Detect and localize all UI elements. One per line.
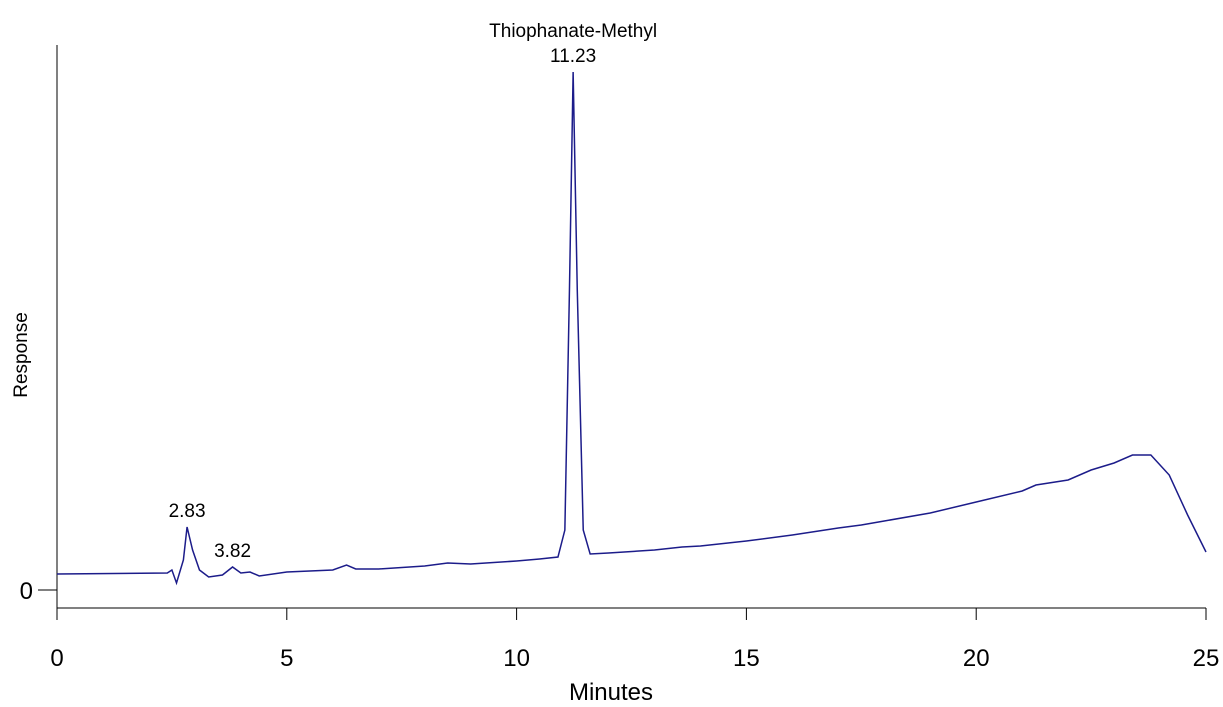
peak-label: 3.82 bbox=[214, 541, 251, 562]
x-tick-label: 5 bbox=[280, 645, 293, 672]
x-tick-label: 15 bbox=[733, 645, 760, 672]
y-axis-label: Response bbox=[11, 312, 32, 398]
trace bbox=[56, 71, 1207, 586]
x-axis-label: Minutes bbox=[569, 679, 653, 706]
x-tick-label: 10 bbox=[503, 645, 530, 672]
x-tick-label: 25 bbox=[1193, 645, 1220, 672]
x-tick-label: 20 bbox=[963, 645, 990, 672]
x-tick-label: 0 bbox=[50, 645, 63, 672]
y-tick-label: 0 bbox=[20, 578, 33, 605]
peak-label: 2.83 bbox=[169, 501, 206, 522]
peak-label: 11.23 bbox=[550, 46, 596, 67]
peak-label: Thiophanate-Methyl bbox=[489, 21, 657, 42]
